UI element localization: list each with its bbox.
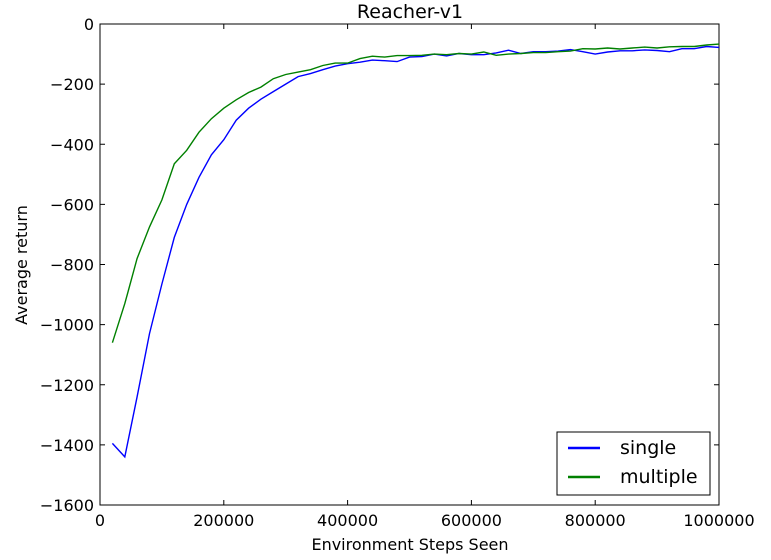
y-tick-label: −1200 — [40, 376, 94, 395]
series-line-single — [111, 45, 720, 459]
x-axis-label: Environment Steps Seen — [311, 535, 508, 554]
x-tick-label: 800000 — [565, 511, 626, 530]
chart-title: Reacher-v1 — [357, 1, 463, 23]
legend: single multiple — [556, 431, 711, 496]
legend-frame — [556, 431, 711, 496]
plot-frame — [99, 23, 720, 506]
y-tick-label: −400 — [50, 135, 94, 154]
legend-label-single: single — [620, 437, 676, 459]
x-tick-label: 0 — [95, 511, 105, 530]
x-tick-label: 1000000 — [683, 511, 754, 530]
y-axis-label: Average return — [12, 205, 31, 325]
y-tick-label: −200 — [50, 75, 94, 94]
series-line-multiple — [111, 43, 720, 343]
y-tick-label: −800 — [50, 256, 94, 275]
y-tick-label: −600 — [50, 195, 94, 214]
x-tick-label: 400000 — [317, 511, 378, 530]
plot-area: 0 200000 400000 600000 800000 1000000 0 −200 −40… — [40, 15, 755, 530]
y-tick-label: −1600 — [40, 496, 94, 515]
x-tick-label: 200000 — [193, 511, 254, 530]
y-tick-label: −1400 — [40, 436, 94, 455]
series-group — [111, 43, 720, 459]
legend-label-multiple: multiple — [620, 466, 698, 488]
y-tick-label: 0 — [84, 15, 94, 34]
y-tick-label: −1000 — [40, 316, 94, 335]
x-tick-label: 600000 — [441, 511, 502, 530]
ticks-group: 0 200000 400000 600000 800000 1000000 0 −200 −40… — [40, 15, 755, 530]
